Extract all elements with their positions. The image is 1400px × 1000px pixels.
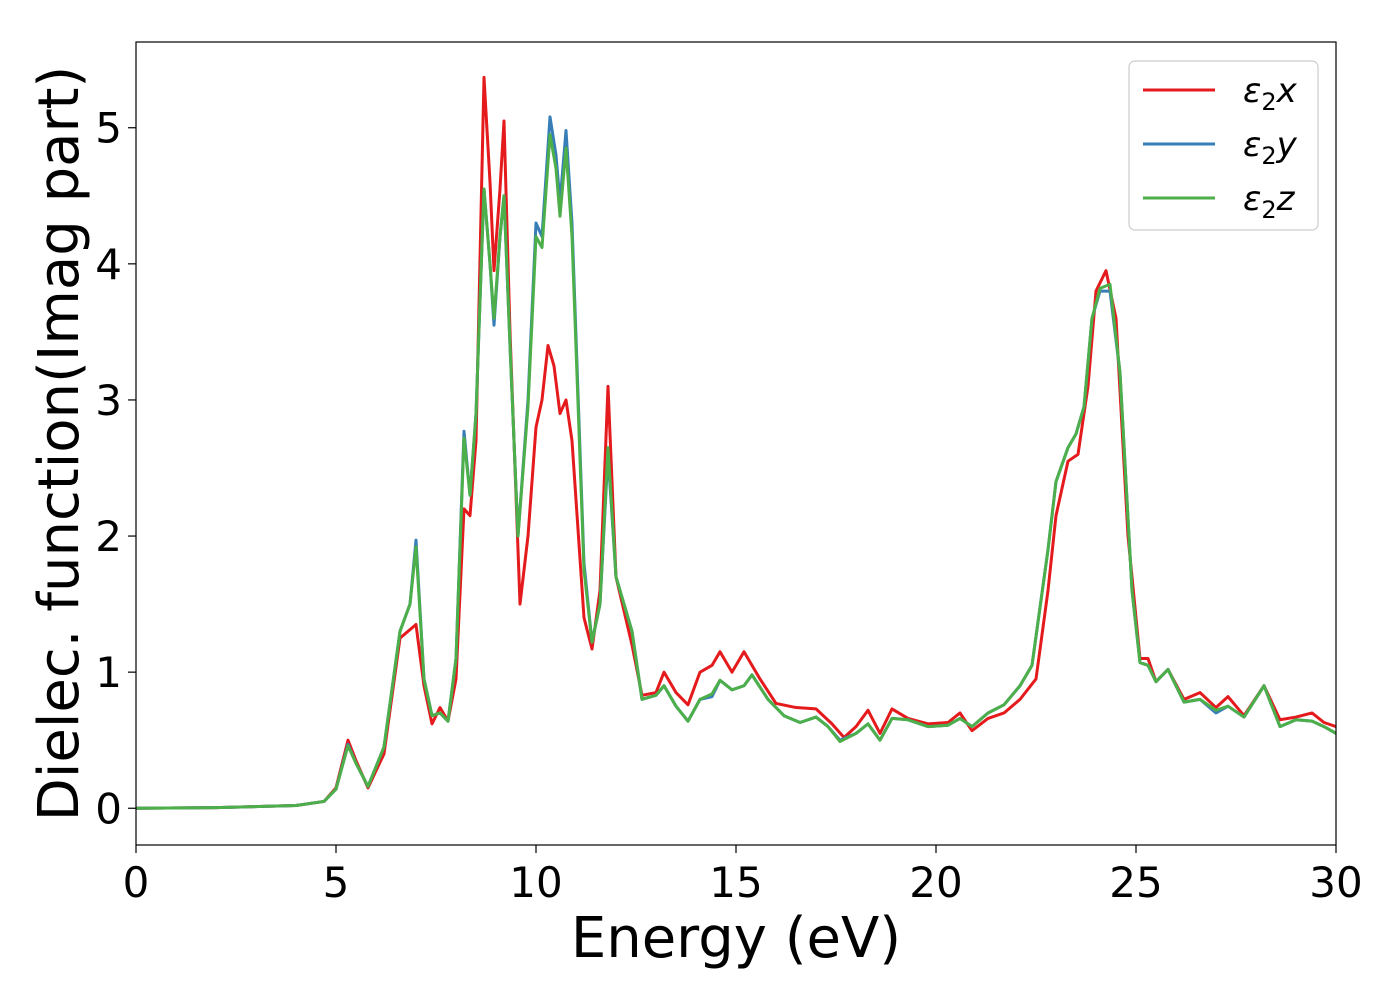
series-line-z	[136, 133, 1336, 810]
x-tick-label: 25	[1109, 858, 1162, 907]
x-tick-label: 0	[123, 858, 150, 907]
x-axis-label: Energy (eV)	[571, 906, 901, 971]
y-axis: 0 1 2 3 4 5	[95, 104, 136, 833]
y-tick-label: 4	[95, 240, 122, 289]
x-axis: 0 5 10 15 20 25 30	[123, 845, 1363, 907]
y-tick-label: 3	[95, 376, 122, 425]
legend-label: ε2z	[1243, 179, 1296, 224]
y-axis-label: Dielec. function(Imag part)	[27, 66, 92, 822]
x-tick-label: 10	[509, 858, 562, 907]
x-tick-label: 20	[909, 858, 962, 907]
legend-label: ε2x	[1243, 71, 1298, 116]
legend-box	[1128, 60, 1319, 231]
x-tick-label: 30	[1309, 858, 1362, 907]
y-tick-label: 5	[95, 104, 122, 153]
legend-label: ε2y	[1243, 125, 1298, 170]
legend: ε2x ε2y ε2z	[1128, 60, 1319, 231]
legend-item-x: ε2x	[1143, 71, 1298, 116]
legend-item-z: ε2z	[1143, 179, 1296, 224]
series-layer	[136, 75, 1336, 810]
y-tick-label: 0	[95, 784, 122, 833]
legend-item-y: ε2y	[1143, 125, 1298, 170]
y-tick-label: 2	[95, 512, 122, 561]
x-tick-label: 15	[709, 858, 762, 907]
x-tick-label: 5	[323, 858, 350, 907]
y-tick-label: 1	[95, 648, 122, 697]
